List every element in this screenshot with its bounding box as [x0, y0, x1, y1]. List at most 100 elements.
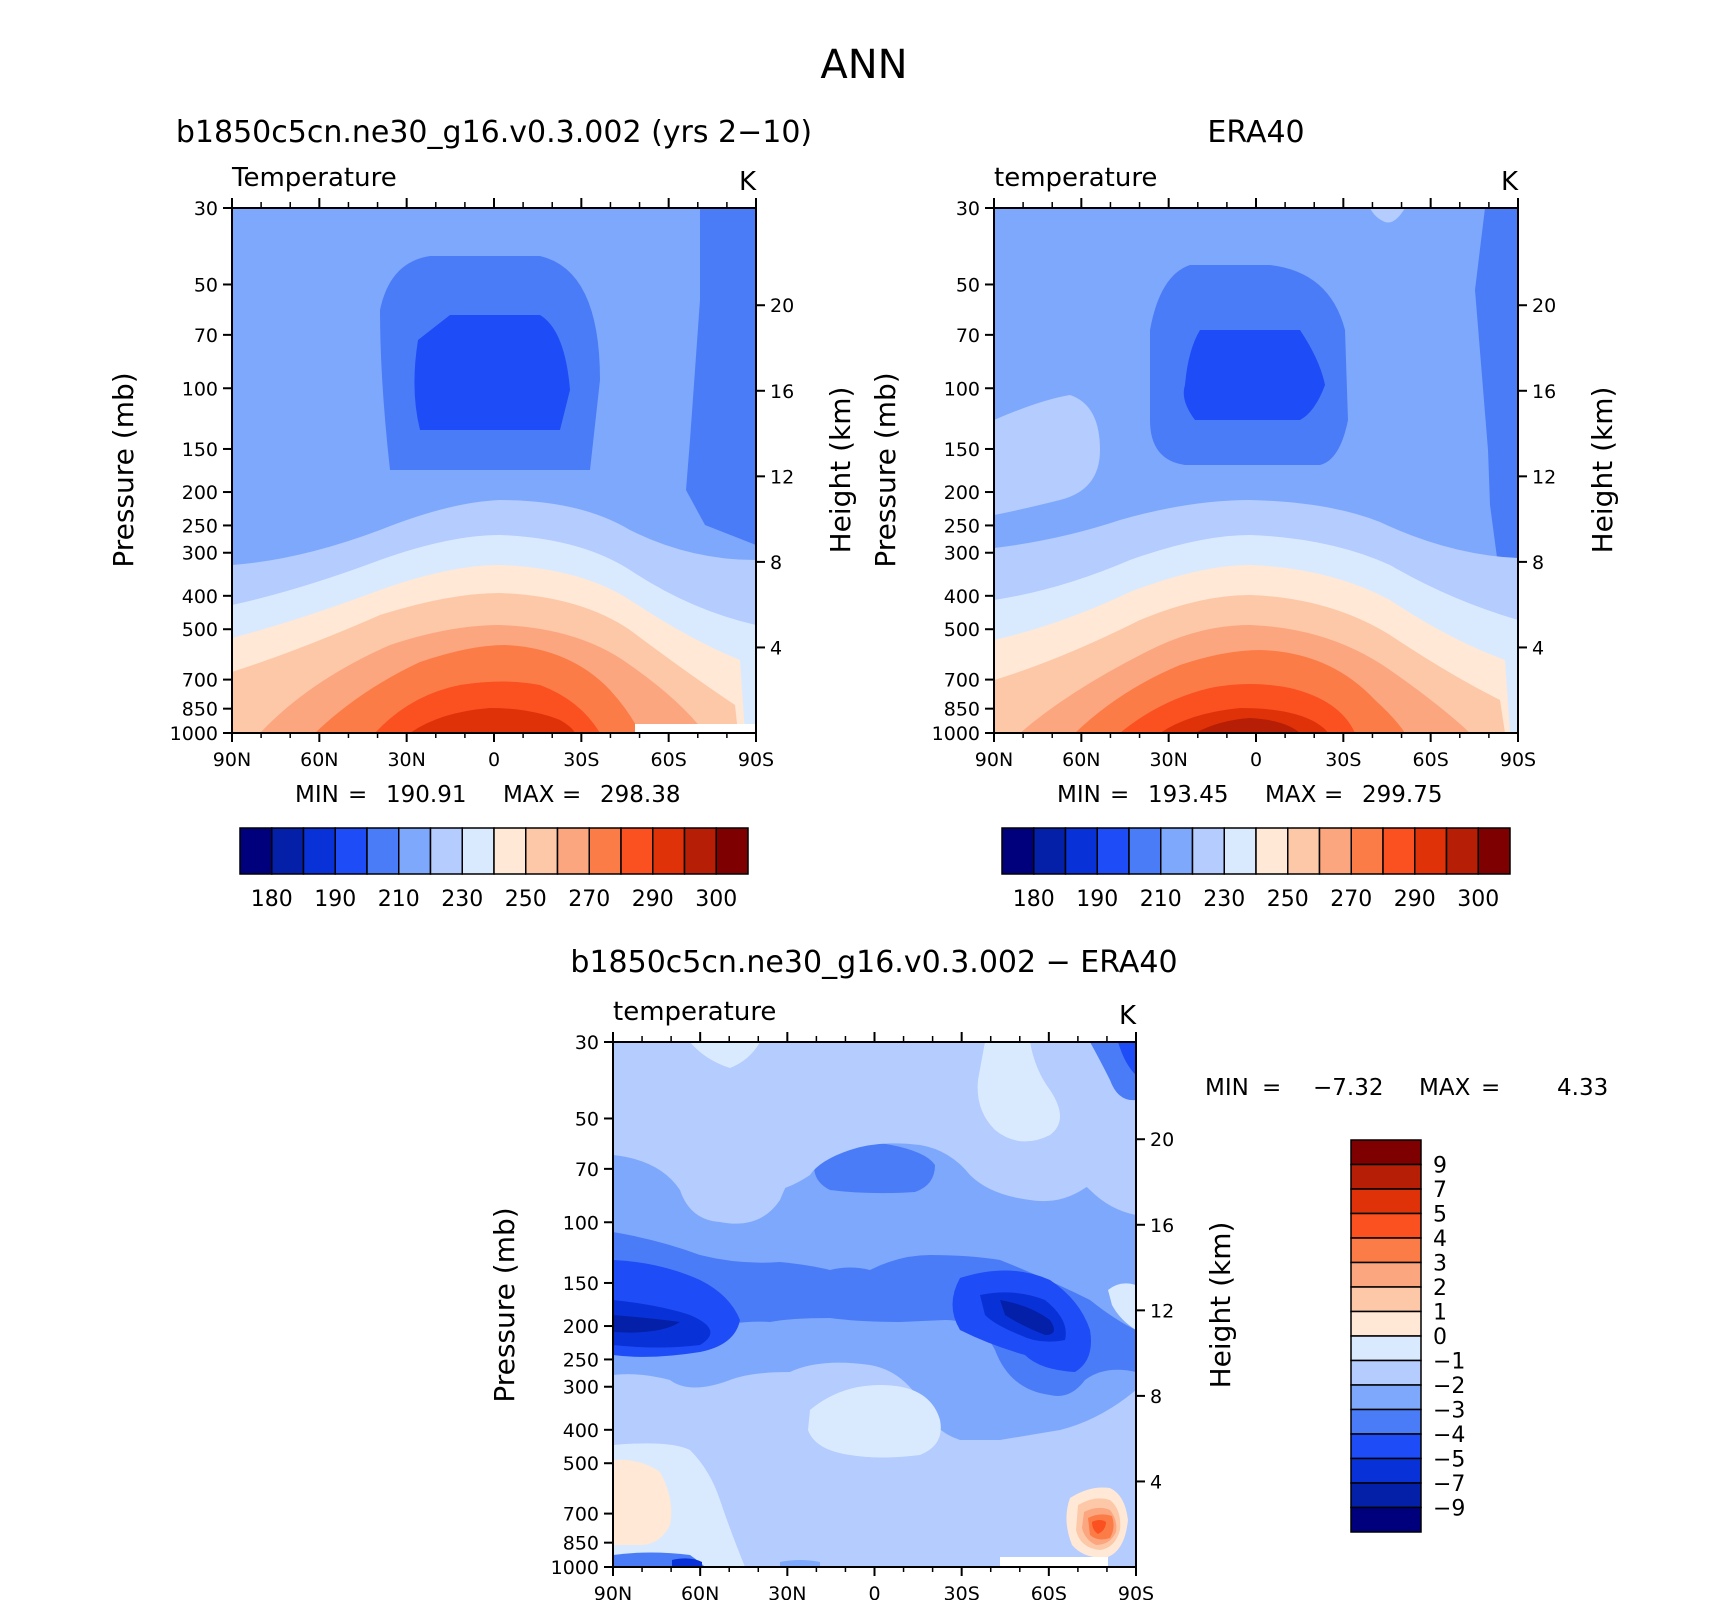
y-tick-label: 30 [575, 1032, 599, 1054]
y-tick-label: 700 [944, 670, 980, 692]
colorbar-swatch [239, 827, 273, 875]
panel-era40: ERA40 temperature K 30507010015020025030… [869, 115, 1619, 912]
colorbar-swatch [366, 827, 400, 875]
colorbar-swatch [683, 827, 717, 875]
colorbar-label: −7 [1433, 1472, 1465, 1497]
colorbar-label: 4 [1433, 1227, 1447, 1252]
x-tick-label: 0 [1250, 749, 1262, 771]
min-eq: = [1110, 782, 1129, 808]
y-right-tick-label: 12 [1532, 466, 1556, 488]
band-0-edge-right [1108, 1283, 1136, 1330]
min-label: MIN [295, 782, 339, 808]
colorbar-label: 210 [1140, 887, 1182, 912]
colorbar-label: 250 [1267, 887, 1309, 912]
colorbar-label: 290 [1394, 887, 1436, 912]
y-tick-label: 300 [944, 543, 980, 565]
colorbar-swatch [1096, 827, 1130, 875]
y-tick-label: 700 [182, 670, 218, 692]
colorbar-swatch [1160, 827, 1194, 875]
y-right-tick-label: 8 [770, 552, 782, 574]
y-tick-label: 30 [194, 198, 218, 220]
band-positive5-right [1092, 1520, 1106, 1534]
figure-title: ANN [820, 42, 907, 88]
left-string: temperature [994, 163, 1157, 193]
colorbar-swatch [620, 827, 654, 875]
max-value: 4.33 [1557, 1075, 1608, 1101]
colorbar-swatch [1350, 1163, 1422, 1190]
band-200 [414, 315, 570, 430]
contour-field [232, 208, 756, 733]
colorbar-swatch [1350, 1457, 1422, 1484]
y-axis-right-label: Height (km) [1586, 387, 1619, 554]
colorbar-label: 9 [1433, 1154, 1447, 1179]
x-tick-label: 60S [1413, 749, 1449, 771]
x-tick-label: 90N [213, 749, 251, 771]
colorbar-swatch [398, 827, 432, 875]
colorbar-label: 230 [1203, 887, 1245, 912]
colorbar-swatch [715, 827, 749, 875]
colorbar-swatch [1128, 827, 1162, 875]
y-tick-label: 500 [944, 619, 980, 641]
min-max-stats: MIN = −7.32 MAX = 4.33 [1205, 1075, 1608, 1101]
colorbar-swatch [1287, 827, 1321, 875]
y-tick-label: 400 [563, 1420, 599, 1442]
y-tick-label: 70 [575, 1159, 599, 1181]
colorbar-label: 2 [1433, 1276, 1447, 1301]
x-tick-label: 60N [1062, 749, 1100, 771]
max-label: MAX [503, 782, 555, 808]
y-right-tick-label: 20 [770, 295, 794, 317]
y-tick-label: 100 [563, 1212, 599, 1234]
y-tick-label: 30 [956, 198, 980, 220]
band-0-top-right [977, 1042, 1060, 1142]
units-label: K [1501, 167, 1519, 197]
y-right-tick-label: 4 [1150, 1471, 1162, 1493]
missing-data [1000, 1557, 1108, 1567]
band-240-top [1370, 208, 1405, 223]
colorbar-swatch [1350, 1433, 1422, 1460]
colorbar-swatch [1223, 827, 1257, 875]
colorbar-label: −5 [1433, 1448, 1465, 1473]
colorbar-label: 190 [314, 887, 356, 912]
min-label: MIN [1057, 782, 1101, 808]
colorbar-swatch [1350, 1188, 1422, 1215]
x-tick-label: 90N [594, 1583, 632, 1600]
y-axis-right-label: Height (km) [824, 387, 857, 554]
colorbar-swatch [1477, 827, 1511, 875]
colorbar-swatch [493, 827, 527, 875]
y-tick-label: 1000 [551, 1557, 599, 1579]
colorbar-label: −9 [1433, 1497, 1465, 1522]
colorbar-swatch [1350, 1286, 1422, 1313]
y-right-tick-label: 4 [770, 637, 782, 659]
left-string: Temperature [231, 163, 397, 193]
band-300 [1195, 718, 1300, 733]
colorbar-label: 230 [441, 887, 483, 912]
y-axis-label: Pressure (mb) [488, 1207, 521, 1402]
colorbar-swatch [1350, 1261, 1422, 1288]
x-tick-label: 30N [1149, 749, 1187, 771]
x-tick-label: 90S [1118, 1583, 1154, 1600]
min-value: −7.32 [1313, 1075, 1383, 1101]
band-positive1-left [613, 1459, 672, 1545]
y-tick-label: 50 [956, 274, 980, 296]
x-tick-label: 60N [681, 1583, 719, 1600]
colorbar-label: 270 [568, 887, 610, 912]
y-tick-label: 400 [182, 586, 218, 608]
y-tick-label: 50 [194, 274, 218, 296]
x-tick-label: 90S [738, 749, 774, 771]
band-minus5-surface [672, 1558, 702, 1567]
colorbar-label: −3 [1433, 1399, 1465, 1424]
band-minus3-upper [814, 1142, 935, 1194]
colorbar-swatch [1255, 827, 1289, 875]
x-tick-label: 30S [1325, 749, 1361, 771]
colorbar: 180 190 210 230 250 270 290 300 [1001, 827, 1511, 912]
colorbar-label: −1 [1433, 1350, 1465, 1375]
panel-title: b1850c5cn.ne30_g16.v0.3.002 (yrs 2−10) [176, 115, 812, 150]
y-tick-label: 850 [182, 699, 218, 721]
y-tick-label: 1000 [932, 723, 980, 745]
y-tick-label: 1000 [170, 723, 218, 745]
min-eq: = [348, 782, 367, 808]
y-axis-right-label: Height (km) [1204, 1222, 1237, 1389]
colorbar-swatch [1033, 827, 1067, 875]
colorbar-swatch [1064, 827, 1098, 875]
